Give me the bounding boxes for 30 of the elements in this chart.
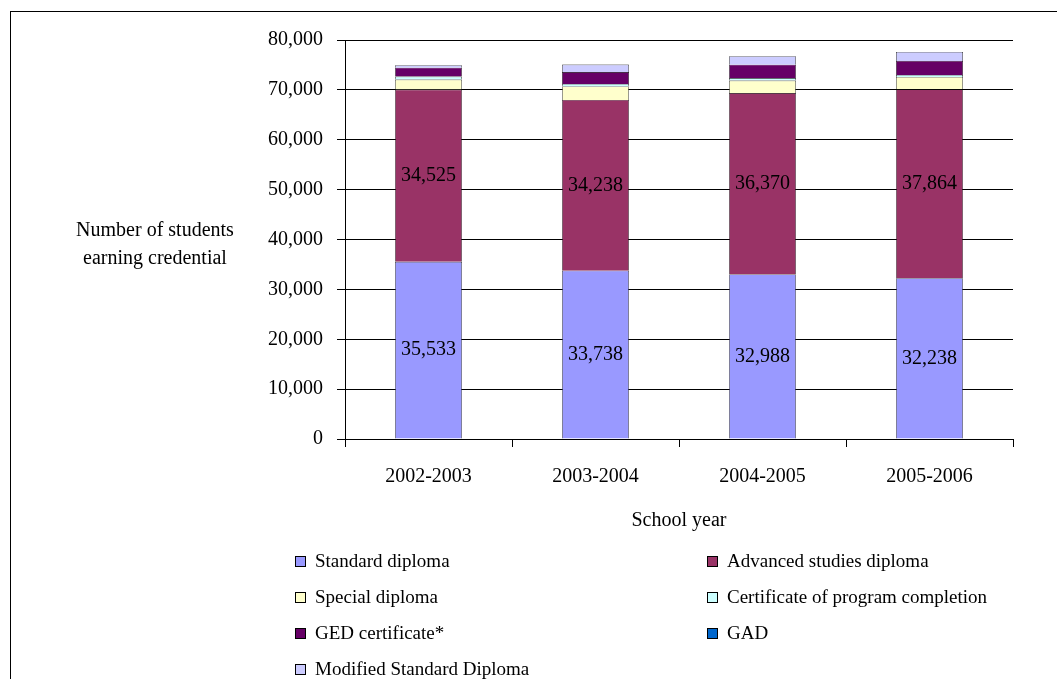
data-label: 34,238 [568,172,623,195]
x-axis-title: School year [630,508,728,531]
legend-label: Certificate of program completion [727,586,988,608]
y-axis-title: Number of students earning credential [75,217,235,271]
data-label: 36,370 [735,171,790,194]
data-label: 37,864 [902,171,957,194]
y-tick-label: 40,000 [268,226,323,249]
x-tick-label: 2002-2003 [385,464,472,487]
y-tick-label: 20,000 [268,326,323,349]
legend-label: GAD [727,622,769,644]
legend-label: GED certificate* [315,622,445,644]
data-label: 32,238 [902,345,957,368]
x-tick-label: 2005-2006 [886,464,973,487]
data-label: 35,533 [401,337,456,360]
legend-label: Advanced studies diploma [727,550,929,572]
y-tick-label: 70,000 [268,77,323,100]
y-tick-label: 30,000 [268,276,323,299]
data-label: 34,525 [401,162,456,185]
legend-label: Standard diploma [315,550,450,572]
y-tick-label: 50,000 [268,176,323,199]
legend-label: Modified Standard Diploma [315,658,530,679]
y-tick-label: 0 [313,426,323,449]
legend-label: Special diploma [315,586,438,608]
y-tick-label: 10,000 [268,376,323,399]
x-tick-label: 2004-2005 [719,464,806,487]
data-label: 33,738 [568,341,623,364]
y-tick-label: 60,000 [268,127,323,149]
y-tick-label: 80,000 [268,27,323,50]
data-label: 32,988 [735,343,790,366]
x-tick-label: 2003-2004 [552,464,639,487]
